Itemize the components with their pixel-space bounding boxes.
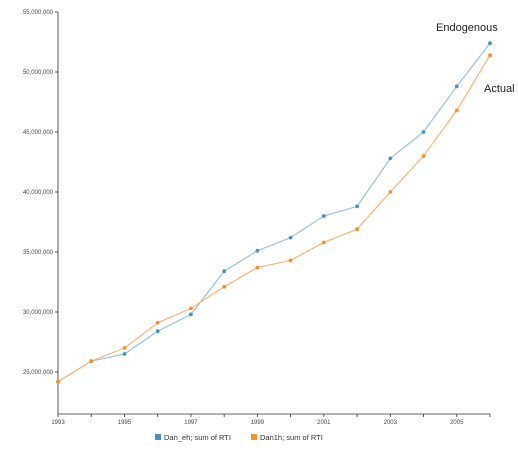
data-point (89, 359, 94, 364)
data-point (288, 235, 293, 240)
x-tick-label: 1997 (184, 420, 198, 426)
data-point (56, 379, 60, 384)
data-point (155, 320, 160, 325)
x-axis-ticks: 1993 1995 1997 1999 2001 2003 2005 (51, 414, 491, 426)
data-point (189, 312, 193, 317)
series-points (56, 41, 492, 384)
y-tick-label: 25,000,000 (23, 370, 54, 376)
series-line-1 (57, 42, 491, 383)
legend-label: Dan_eh; sum of RTI (164, 433, 231, 442)
y-tick-label: 30,000,000 (23, 310, 54, 316)
y-axis-ticks: 25,000,000 30,000,000 35,000,000 40,000,000… (23, 10, 58, 376)
data-point (388, 156, 393, 161)
data-point (122, 346, 127, 350)
y-tick-label: 40,000,000 (23, 190, 54, 196)
x-tick-label: 1999 (251, 420, 265, 426)
chart-legend: Dan_eh; sum of RTI Dan1h; sum of RTI (155, 433, 323, 442)
data-point (288, 258, 293, 263)
data-point (222, 269, 227, 274)
y-tick-label: 50,000,000 (23, 70, 54, 76)
annotation-actual: Actual (484, 83, 515, 95)
x-tick-label: 2003 (384, 420, 398, 426)
data-point (222, 284, 227, 289)
annotation-endogenous: Endogenous (436, 22, 498, 34)
data-point (155, 329, 160, 334)
data-point (488, 53, 492, 58)
x-tick-label: 1995 (118, 420, 132, 426)
y-tick-label: 45,000,000 (23, 130, 54, 136)
data-point (255, 265, 260, 270)
data-point (355, 204, 359, 209)
y-tick-label: 55,000,000 (23, 10, 54, 16)
series-line-2 (57, 54, 491, 383)
data-point (321, 240, 326, 245)
legend-swatch (251, 434, 257, 440)
data-point (355, 227, 359, 232)
data-point (388, 190, 393, 194)
data-point (421, 154, 426, 158)
data-point (255, 248, 260, 253)
chart-annotations: Endogenous Actual (436, 22, 515, 95)
data-point (454, 108, 459, 113)
data-point (122, 352, 127, 356)
legend-swatch (155, 434, 161, 440)
legend-label: Dan1h; sum of RTI (260, 433, 323, 442)
data-point (488, 41, 492, 46)
data-point (421, 130, 426, 134)
data-point (454, 84, 459, 89)
x-tick-label: 1993 (51, 420, 65, 426)
chart-axes (57, 12, 490, 415)
x-tick-label: 2001 (317, 420, 331, 426)
x-tick-label: 2005 (450, 420, 464, 426)
data-point (189, 306, 193, 311)
series-lines (57, 42, 491, 383)
data-point (321, 214, 326, 218)
y-tick-label: 35,000,000 (23, 250, 54, 256)
